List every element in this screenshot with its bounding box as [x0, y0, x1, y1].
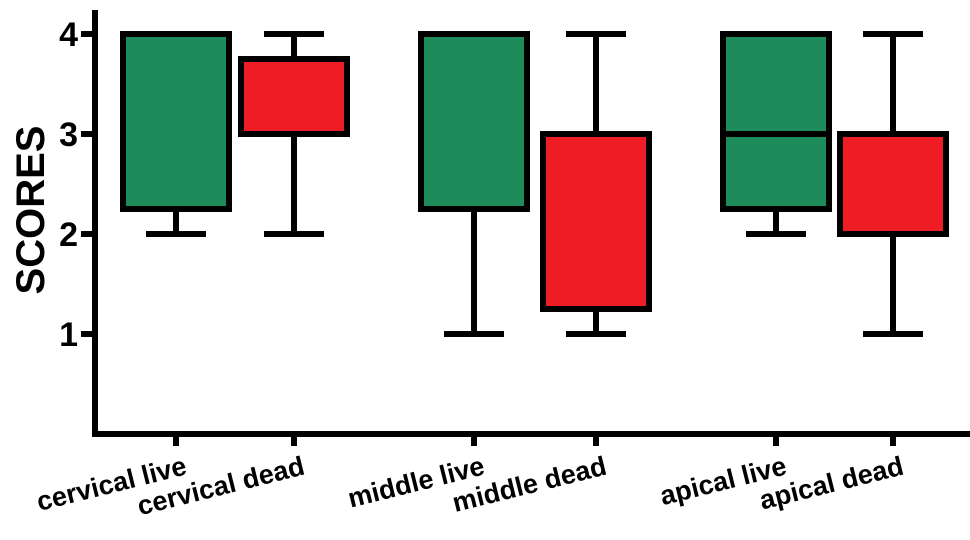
iqr-box	[418, 31, 530, 212]
y-tick-label: 2	[59, 216, 78, 254]
box-apical-live	[720, 31, 832, 237]
box-middle-dead	[540, 31, 652, 337]
y-axis: 1 2 3 4	[59, 10, 98, 437]
y-axis-title: SCORES	[9, 126, 53, 295]
boxes	[120, 31, 949, 337]
iqr-box	[120, 31, 232, 212]
iqr-box	[837, 131, 949, 237]
y-tick-label: 3	[59, 116, 78, 154]
y-tick-label: 4	[59, 16, 78, 54]
y-tick-label: 1	[59, 316, 78, 354]
box-middle-live	[418, 31, 530, 337]
box-cervical-live	[120, 31, 232, 237]
iqr-box	[720, 31, 832, 212]
iqr-box	[540, 131, 652, 312]
box-apical-dead	[837, 31, 949, 337]
box-cervical-dead	[238, 31, 350, 237]
iqr-box	[238, 56, 350, 137]
